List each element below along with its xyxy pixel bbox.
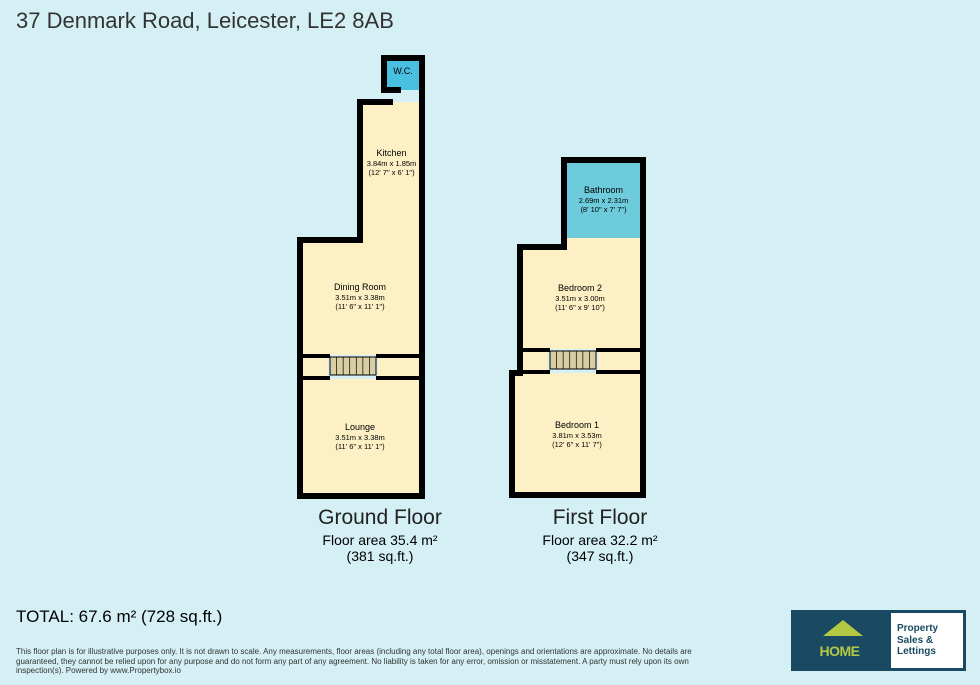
room-label: Bedroom 1 (555, 420, 599, 430)
disclaimer: This floor plan is for illustrative purp… (16, 647, 716, 675)
page-title: 37 Denmark Road, Leicester, LE2 8AB (16, 8, 394, 34)
floors-container: W.C. Kitchen3.84m x 1.85m(12' 7" x 6' 1")… (0, 58, 980, 564)
svg-text:(8' 10" x 7' 7"): (8' 10" x 7' 7") (580, 205, 627, 214)
logo-mark: HOME (794, 613, 891, 668)
floor-title: First Floor (542, 506, 657, 530)
svg-text:3.81m x 3.53m: 3.81m x 3.53m (552, 431, 602, 440)
svg-text:(11' 6" x 11' 1"): (11' 6" x 11' 1") (335, 442, 385, 451)
room-label: Dining Room (334, 282, 386, 292)
room-label: Kitchen (376, 148, 406, 158)
floor-area-ft: (347 sq.ft.) (542, 548, 657, 564)
stairs (550, 351, 596, 369)
floor-caption: Ground Floor Floor area 35.4 m²(381 sq.ft… (318, 506, 442, 564)
svg-text:3.51m x 3.38m: 3.51m x 3.38m (335, 293, 385, 302)
floor-ground: W.C. Kitchen3.84m x 1.85m(12' 7" x 6' 1")… (300, 58, 460, 564)
svg-text:(12' 6" x 11' 7"): (12' 6" x 11' 7") (552, 440, 602, 449)
svg-text:3.51m x 3.38m: 3.51m x 3.38m (335, 433, 385, 442)
svg-text:(11' 6" x 9' 10"): (11' 6" x 9' 10") (555, 303, 605, 312)
svg-text:2.69m x 2.31m: 2.69m x 2.31m (579, 196, 629, 205)
floor-first: Bathroom2.69m x 2.31m(8' 10" x 7' 7") Bed… (520, 58, 680, 564)
floor-area-ft: (381 sq.ft.) (318, 548, 442, 564)
brand-logo: HOME Property Sales & Lettings (791, 610, 966, 671)
floorplan-ground: W.C. Kitchen3.84m x 1.85m(12' 7" x 6' 1")… (300, 58, 460, 498)
room-label: Bedroom 2 (558, 283, 602, 293)
floor-caption: First Floor Floor area 32.2 m²(347 sq.ft.… (542, 506, 657, 564)
floor-area-m2: Floor area 35.4 m² (318, 532, 442, 548)
svg-text:(11' 6" x 11' 1"): (11' 6" x 11' 1") (335, 302, 385, 311)
svg-text:3.84m x 1.85m: 3.84m x 1.85m (367, 159, 417, 168)
floor-title: Ground Floor (318, 506, 442, 530)
floorplan-first: Bathroom2.69m x 2.31m(8' 10" x 7' 7") Bed… (520, 58, 680, 498)
logo-text: Property Sales & Lettings (891, 613, 963, 668)
svg-text:3.51m x 3.00m: 3.51m x 3.00m (555, 294, 605, 303)
stairs (330, 357, 376, 375)
floor-area-m2: Floor area 32.2 m² (542, 532, 657, 548)
room-label: W.C. (393, 66, 413, 76)
total-area: TOTAL: 67.6 m² (728 sq.ft.) (16, 607, 222, 627)
room-label: Lounge (345, 422, 375, 432)
svg-text:(12' 7" x 6' 1"): (12' 7" x 6' 1") (368, 168, 415, 177)
room-label: Bathroom (584, 185, 623, 195)
